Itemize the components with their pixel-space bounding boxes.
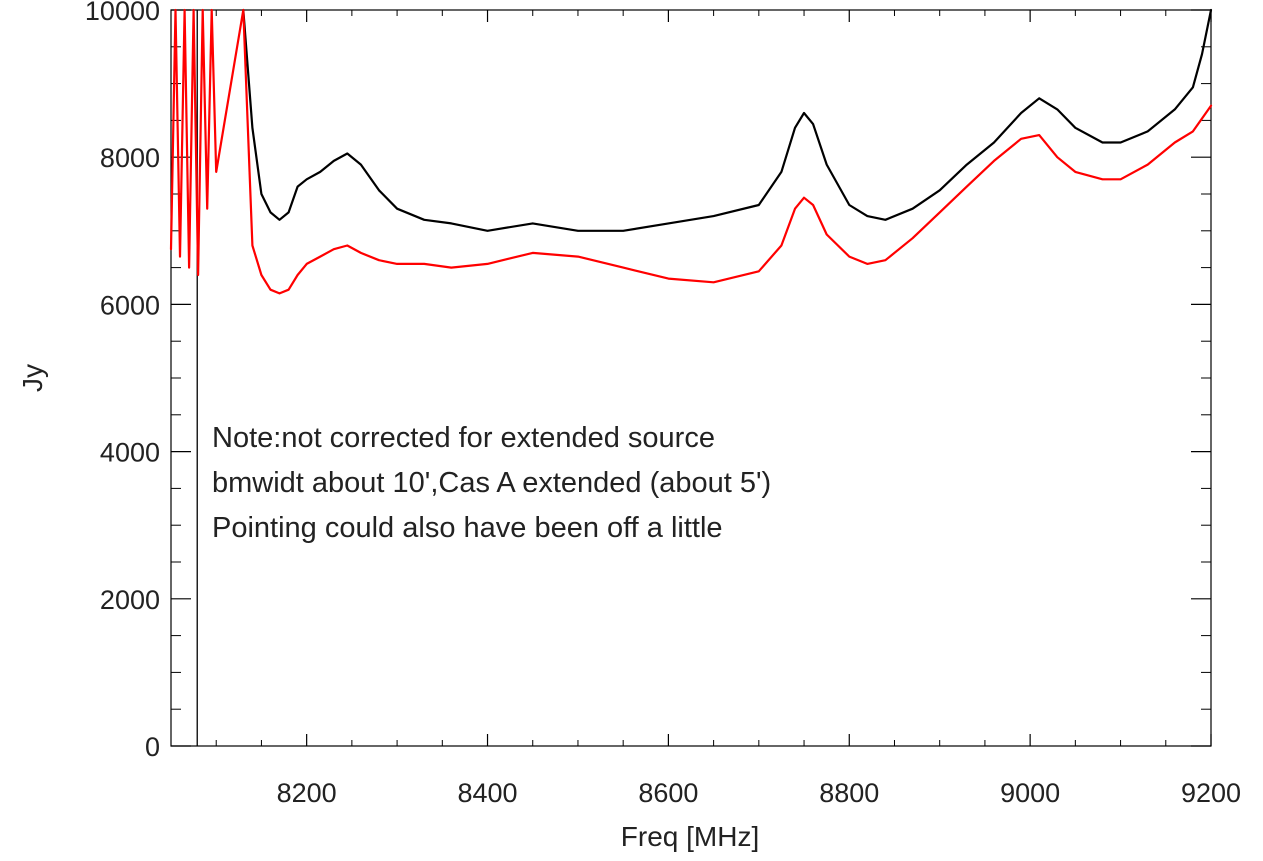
y-tick-label: 8000: [100, 143, 160, 173]
x-tick-label: 8200: [277, 778, 337, 808]
y-tick-label: 2000: [100, 585, 160, 615]
y-tick-labels: 0 2000 4000 6000 8000 10000: [85, 0, 160, 762]
x-tick-labels: 8200 8400 8600 8800 9000 9200: [277, 778, 1241, 808]
annotation-line-2: bmwidt about 10',Cas A extended (about 5…: [212, 467, 771, 499]
series-line-2: [169, 8, 1213, 295]
x-ticks: [215, 10, 1212, 746]
y-ticks: [171, 9, 1211, 747]
x-tick-label: 8400: [457, 778, 517, 808]
annotation-line-1: Note:not corrected for extended source: [212, 422, 715, 454]
y-axis-title: Jy: [17, 364, 48, 392]
x-tick-label: 8600: [638, 778, 698, 808]
series-line-1: [242, 8, 1213, 232]
x-axis-title: Freq [MHz]: [621, 821, 759, 852]
x-tick-label: 9200: [1181, 778, 1241, 808]
series-lines: [169, 8, 1213, 295]
y-tick-label: 10000: [85, 0, 160, 26]
y-tick-label: 0: [145, 732, 160, 762]
y-tick-label: 4000: [100, 438, 160, 468]
x-tick-label: 9000: [1000, 778, 1060, 808]
x-tick-label: 8800: [819, 778, 879, 808]
annotation-line-3: Pointing could also have been off a litt…: [212, 512, 723, 544]
y-tick-label: 6000: [100, 290, 160, 320]
plot-frame: [170, 9, 1212, 747]
